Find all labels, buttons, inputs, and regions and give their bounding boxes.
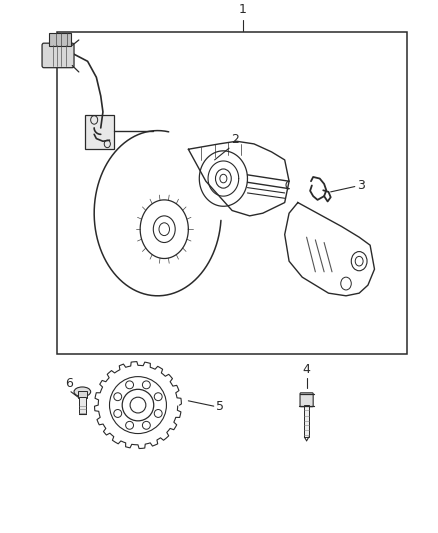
Bar — [79, 397, 86, 414]
Ellipse shape — [74, 387, 91, 397]
Bar — [85, 115, 114, 149]
FancyBboxPatch shape — [300, 393, 313, 407]
Text: 3: 3 — [357, 179, 365, 192]
Bar — [78, 391, 87, 398]
Text: 1: 1 — [239, 3, 247, 16]
FancyBboxPatch shape — [42, 43, 74, 68]
Bar — [57, 32, 407, 354]
Text: 4: 4 — [303, 363, 311, 376]
Bar — [304, 405, 309, 437]
Bar — [49, 33, 71, 46]
Text: 6: 6 — [65, 377, 73, 390]
Text: 5: 5 — [216, 400, 224, 413]
Text: 2: 2 — [231, 133, 239, 146]
